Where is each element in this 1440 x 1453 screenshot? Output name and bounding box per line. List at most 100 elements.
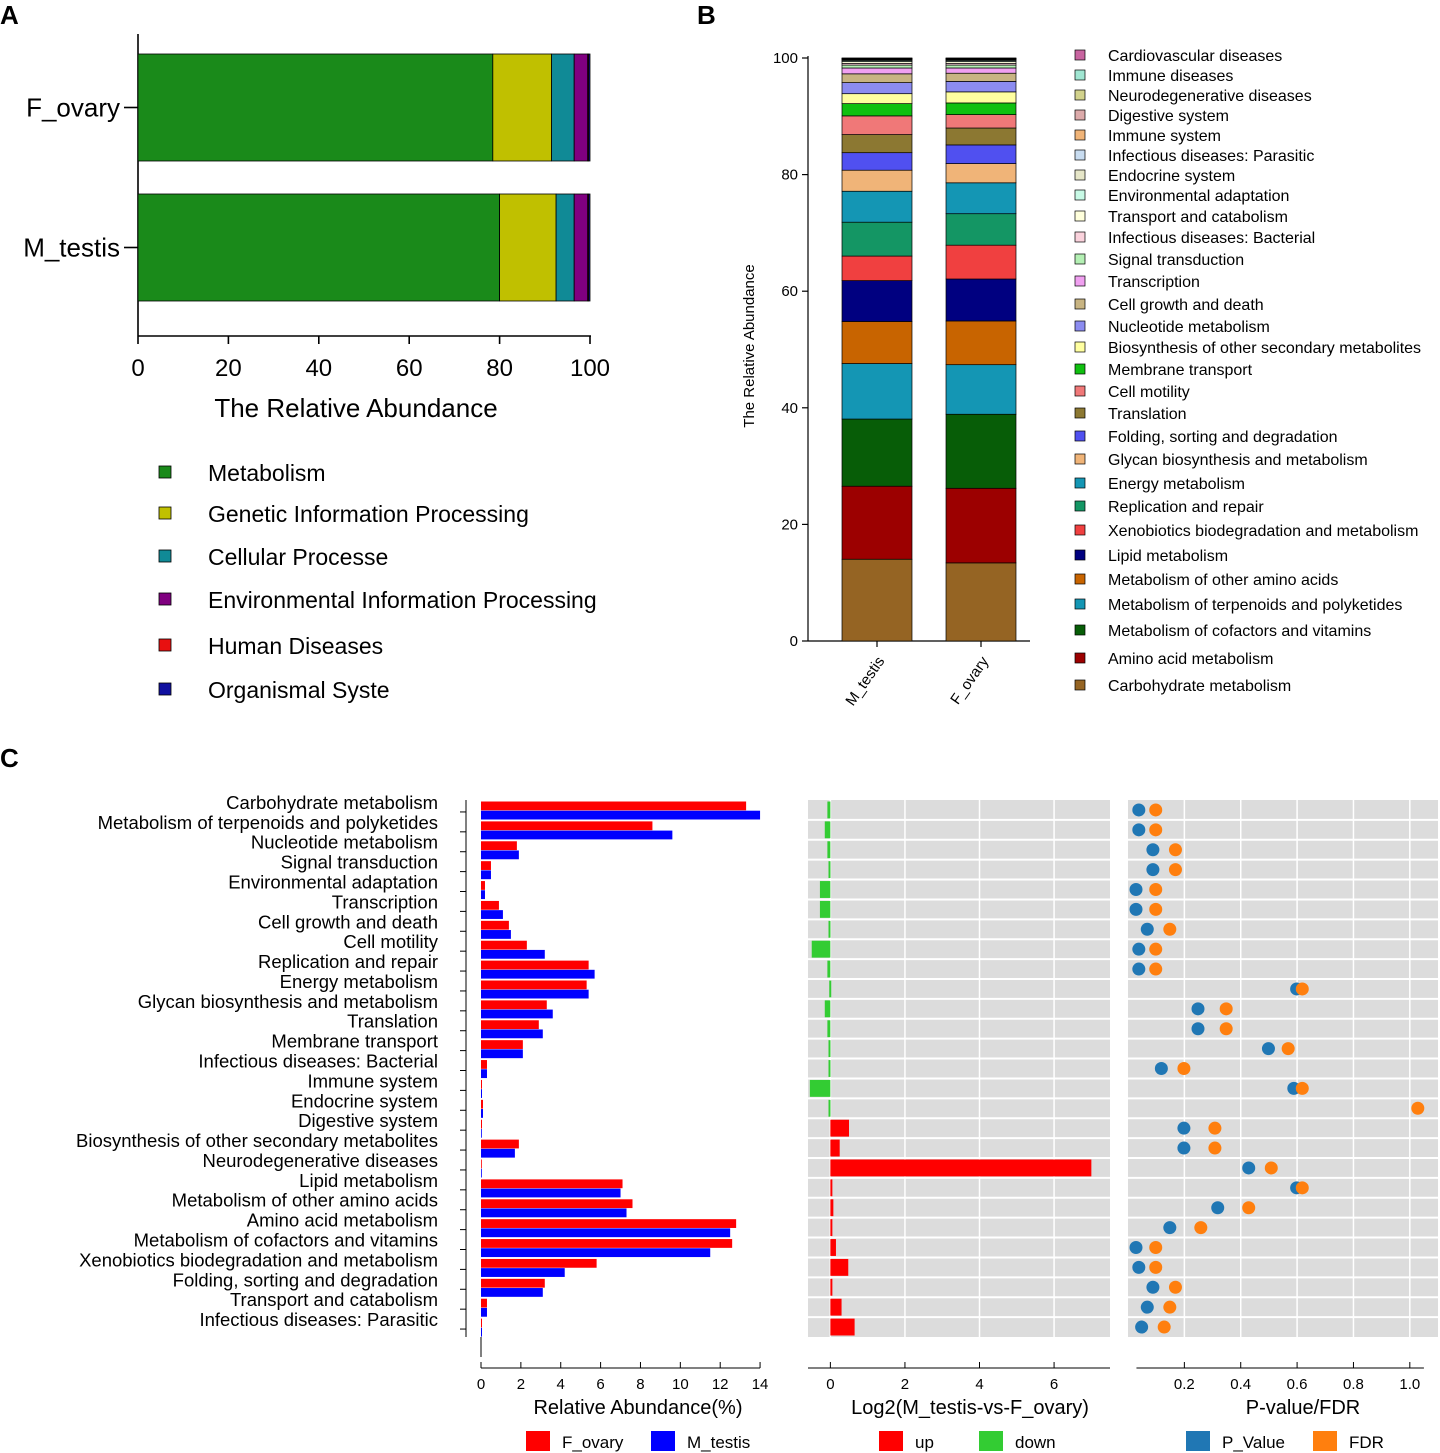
y-tick-label: 20 — [781, 516, 798, 533]
abundance-x-tick-label: 4 — [557, 1376, 565, 1393]
fold-change-bar-up — [830, 1159, 1092, 1177]
bar-segment-organismal-syste — [588, 53, 591, 162]
stack-segment-carbohydrate-metabolism — [841, 558, 913, 642]
panel-letter-c: C — [0, 743, 19, 773]
abundance-bar-m-testis — [481, 810, 761, 820]
fold-change-x-tick-label: 2 — [901, 1376, 909, 1393]
fold-change-bar-down — [828, 1040, 831, 1058]
abundance-bar-f-ovary — [481, 900, 499, 910]
abundance-bar-m-testis — [481, 1009, 553, 1019]
legend-label-environmental-adaptation: Environmental adaptation — [1108, 188, 1289, 205]
fold-change-bar-down — [819, 900, 831, 918]
stack-segment-glycan-biosynthesis-and-metabolism — [841, 169, 913, 192]
legend-swatch-organismal-syste — [158, 682, 172, 696]
pvalue-point-fdr — [1149, 803, 1163, 817]
fold-change-bar-up — [830, 1219, 833, 1237]
abundance-bar-m-testis — [481, 1288, 543, 1297]
row-label-transport-and-catabolism: Transport and catabolism — [230, 1289, 438, 1310]
pvalue-point-p-value — [1135, 1320, 1149, 1334]
row-label-glycan-biosynthesis-and-metabolism: Glycan biosynthesis and metabolism — [138, 991, 438, 1012]
pvalue-point-p-value — [1146, 843, 1160, 857]
stack-segment-cell-growth-and-death — [945, 72, 1017, 82]
pvalue-point-fdr — [1219, 1002, 1233, 1016]
stack-segment-replication-and-repair — [945, 213, 1017, 246]
pvalue-point-fdr — [1149, 823, 1163, 837]
legend-swatch-p-value — [1186, 1431, 1210, 1451]
abundance-bar-f-ovary — [481, 980, 587, 990]
fold-change-bar-down — [819, 881, 831, 898]
stack-segment-glycan-biosynthesis-and-metabolism — [945, 163, 1017, 184]
legend-swatch-nucleotide-metabolism — [1074, 320, 1086, 332]
abundance-bar-f-ovary — [481, 1278, 545, 1288]
bar-segment-organismal-syste — [588, 193, 591, 302]
x-tick-label: 60 — [396, 355, 423, 382]
fold-change-bar-up — [830, 1258, 849, 1276]
y-tick-label: F_ovary — [26, 93, 120, 123]
y-tick-label: 40 — [781, 400, 798, 417]
stack-segment-translation — [841, 134, 913, 154]
legend-label-nucleotide-metabolism: Nucleotide metabolism — [1108, 319, 1270, 336]
stack-segment-signal-transduction — [945, 64, 1017, 69]
legend-swatch-cell-growth-and-death — [1074, 298, 1086, 310]
legend-swatch-m-testis — [651, 1431, 675, 1451]
legend-label-neurodegenerative-diseases: Neurodegenerative diseases — [1108, 88, 1312, 105]
fold-change-bar-down — [828, 1060, 831, 1077]
legend-label-infectious-diseases-parasitic: Infectious diseases: Parasitic — [1108, 148, 1314, 165]
x-tick-label: 40 — [305, 355, 332, 382]
row-label-amino-acid-metabolism: Amino acid metabolism — [247, 1210, 438, 1231]
legend-label-metabolism-of-terpenoids-and-polyketides: Metabolism of terpenoids and polyketides — [1108, 597, 1402, 614]
stack-segment-folding-sorting-and-degradation — [841, 152, 913, 171]
legend-label-endocrine-system: Endocrine system — [1108, 168, 1235, 185]
legend-label-biosynthesis-of-other-secondary-metabolites: Biosynthesis of other secondary metaboli… — [1108, 340, 1421, 357]
legend-label-organismal-syste: Organismal Syste — [208, 677, 390, 703]
legend-label-environmental-information-processing: Environmental Information Processing — [208, 587, 597, 613]
legend-swatch-f-ovary — [526, 1431, 550, 1451]
legend-label-signal-transduction: Signal transduction — [1108, 252, 1244, 269]
legend-swatch-metabolism-of-terpenoids-and-polyketides — [1074, 598, 1086, 610]
legend-label-energy-metabolism: Energy metabolism — [1108, 476, 1245, 493]
legend-swatch-membrane-transport — [1074, 363, 1086, 375]
stack-segment-replication-and-repair — [841, 221, 913, 257]
legend-label-metabolism-of-cofactors-and-vitamins: Metabolism of cofactors and vitamins — [1108, 623, 1371, 640]
stack-segment-cell-motility — [841, 115, 913, 135]
legend-swatch-replication-and-repair — [1074, 500, 1086, 512]
legend-swatch-infectious-diseases-parasitic — [1074, 149, 1086, 161]
x-tick-label: M_testis — [842, 654, 888, 710]
abundance-bar-m-testis — [481, 1168, 482, 1178]
abundance-bar-f-ovary — [481, 1119, 482, 1129]
abundance-bar-f-ovary — [481, 1000, 547, 1010]
stack-segment-amino-acid-metabolism — [945, 487, 1017, 564]
pvalue-point-fdr — [1219, 1022, 1233, 1036]
legend-label-cell-motility: Cell motility — [1108, 384, 1190, 401]
fold-change-bar-down — [827, 841, 831, 859]
row-label-nucleotide-metabolism: Nucleotide metabolism — [251, 832, 438, 853]
stack-segment-metabolism-of-terpenoids-and-polyketides — [841, 363, 913, 420]
abundance-bar-m-testis — [481, 1208, 627, 1218]
legend-swatch-xenobiotics-biodegradation-and-metabolism — [1074, 524, 1086, 536]
pvalue-point-fdr — [1157, 1320, 1171, 1334]
abundance-bar-f-ovary — [481, 960, 589, 970]
legend-swatch-digestive-system — [1074, 109, 1086, 121]
pvalue-point-p-value — [1140, 922, 1154, 936]
stack-segment-carbohydrate-metabolism — [945, 562, 1017, 642]
pvalue-point-p-value — [1132, 942, 1146, 956]
abundance-x-tick-label: 12 — [712, 1376, 729, 1393]
legend-swatch-down — [979, 1431, 1003, 1451]
pvalue-point-p-value — [1140, 1300, 1154, 1314]
abundance-bar-m-testis — [481, 1029, 543, 1039]
fold-change-bar-down — [824, 1000, 831, 1018]
abundance-bar-f-ovary — [481, 1258, 597, 1268]
abundance-bar-f-ovary — [481, 881, 485, 890]
row-label-cell-motility: Cell motility — [343, 931, 438, 952]
abundance-bar-f-ovary — [481, 821, 653, 831]
fold-change-bar-down — [828, 920, 831, 938]
row-label-folding-sorting-and-degradation: Folding, sorting and degradation — [173, 1269, 438, 1290]
abundance-bar-m-testis — [481, 1248, 711, 1258]
pvalue-point-p-value — [1129, 1241, 1143, 1254]
abundance-bar-f-ovary — [481, 1139, 519, 1149]
abundance-bar-f-ovary — [481, 841, 517, 851]
abundance-bar-m-testis — [481, 850, 519, 860]
pvalue-x-tick-label: 0.8 — [1343, 1376, 1364, 1393]
pvalue-point-fdr — [1295, 982, 1309, 996]
